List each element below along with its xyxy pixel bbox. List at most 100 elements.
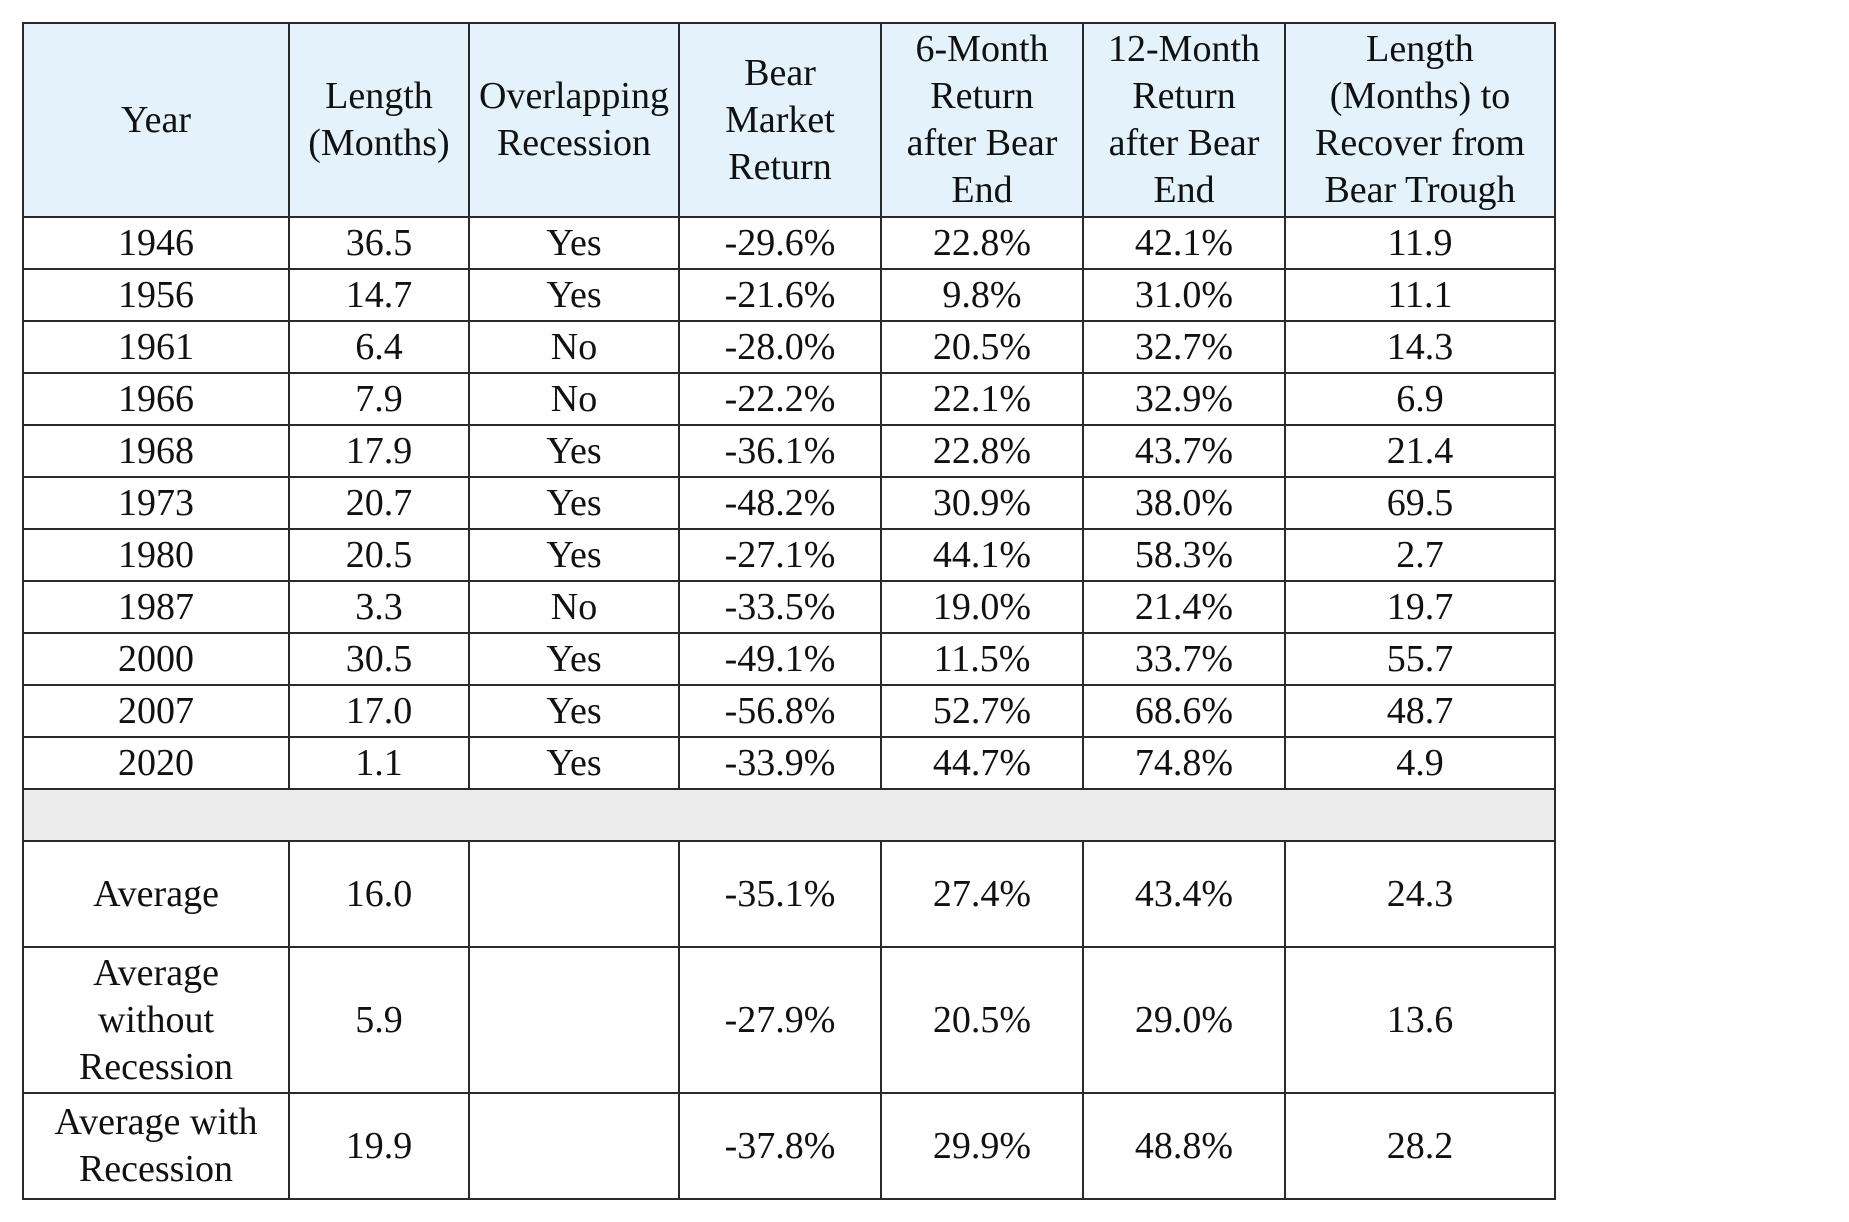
- table-row: 2000 30.5 Yes -49.1% 11.5% 33.7% 55.7: [22, 632, 1556, 686]
- header-bear-market-return: Bear Market Return: [678, 22, 882, 218]
- cell-12-month-return: 38.0%: [1082, 476, 1286, 530]
- table-row: 1968 17.9 Yes -36.1% 22.8% 43.7% 21.4: [22, 424, 1556, 478]
- summary-cell-overlapping-recession: [468, 840, 680, 948]
- summary-rows: Average 16.0 -35.1% 27.4% 43.4% 24.3 Average w…: [22, 840, 1556, 1200]
- cell-recovery-length: 19.7: [1284, 580, 1556, 634]
- summary-cell-year: Average: [22, 840, 290, 948]
- cell-bear-market-return: -27.1%: [678, 528, 882, 582]
- summary-cell-length: 5.9: [288, 946, 470, 1094]
- summary-row-average-without-recession: Average without Recession 5.9 -27.9% 20.5% 2…: [22, 946, 1556, 1094]
- cell-recovery-length: 55.7: [1284, 632, 1556, 686]
- cell-12-month-return: 32.7%: [1082, 320, 1286, 374]
- cell-12-month-return: 68.6%: [1082, 684, 1286, 738]
- cell-overlapping-recession: No: [468, 372, 680, 426]
- cell-overlapping-recession: Yes: [468, 216, 680, 270]
- cell-6-month-return: 11.5%: [880, 632, 1084, 686]
- cell-6-month-return: 30.9%: [880, 476, 1084, 530]
- cell-6-month-return: 19.0%: [880, 580, 1084, 634]
- cell-bear-market-return: -56.8%: [678, 684, 882, 738]
- header-6-month-return: 6-Month Return after Bear End: [880, 22, 1084, 218]
- cell-year: 1973: [22, 476, 290, 530]
- cell-12-month-return: 31.0%: [1082, 268, 1286, 322]
- cell-year: 2020: [22, 736, 290, 790]
- cell-6-month-return: 44.7%: [880, 736, 1084, 790]
- cell-recovery-length: 2.7: [1284, 528, 1556, 582]
- cell-6-month-return: 44.1%: [880, 528, 1084, 582]
- bear-market-table: Year Length (Months) Overlapping Recessi…: [22, 22, 1556, 1200]
- cell-recovery-length: 14.3: [1284, 320, 1556, 374]
- cell-bear-market-return: -28.0%: [678, 320, 882, 374]
- header-12-month-return: 12-Month Return after Bear End: [1082, 22, 1286, 218]
- cell-12-month-return: 43.7%: [1082, 424, 1286, 478]
- header-recovery-length: Length (Months) to Recover from Bear Tro…: [1284, 22, 1556, 218]
- cell-year: 2007: [22, 684, 290, 738]
- cell-12-month-return: 21.4%: [1082, 580, 1286, 634]
- summary-cell-12-month-return: 48.8%: [1082, 1092, 1286, 1200]
- cell-recovery-length: 21.4: [1284, 424, 1556, 478]
- summary-row-average-with-recession: Average with Recession 19.9 -37.8% 29.9% 48.…: [22, 1092, 1556, 1200]
- cell-recovery-length: 48.7: [1284, 684, 1556, 738]
- table-row: 1973 20.7 Yes -48.2% 30.9% 38.0% 69.5: [22, 476, 1556, 530]
- cell-overlapping-recession: No: [468, 580, 680, 634]
- table-row: 1980 20.5 Yes -27.1% 44.1% 58.3% 2.7: [22, 528, 1556, 582]
- cell-bear-market-return: -21.6%: [678, 268, 882, 322]
- cell-overlapping-recession: Yes: [468, 632, 680, 686]
- cell-bear-market-return: -49.1%: [678, 632, 882, 686]
- cell-12-month-return: 74.8%: [1082, 736, 1286, 790]
- cell-length: 20.7: [288, 476, 470, 530]
- table-row: 1987 3.3 No -33.5% 19.0% 21.4% 19.7: [22, 580, 1556, 634]
- cell-overlapping-recession: Yes: [468, 736, 680, 790]
- cell-recovery-length: 11.1: [1284, 268, 1556, 322]
- cell-bear-market-return: -29.6%: [678, 216, 882, 270]
- cell-12-month-return: 33.7%: [1082, 632, 1286, 686]
- cell-length: 17.0: [288, 684, 470, 738]
- cell-overlapping-recession: Yes: [468, 476, 680, 530]
- cell-6-month-return: 22.1%: [880, 372, 1084, 426]
- summary-cell-length: 19.9: [288, 1092, 470, 1200]
- table-row: 1956 14.7 Yes -21.6% 9.8% 31.0% 11.1: [22, 268, 1556, 322]
- cell-bear-market-return: -22.2%: [678, 372, 882, 426]
- table-row: 1961 6.4 No -28.0% 20.5% 32.7% 14.3: [22, 320, 1556, 374]
- header-length: Length (Months): [288, 22, 470, 218]
- cell-6-month-return: 22.8%: [880, 216, 1084, 270]
- cell-year: 1966: [22, 372, 290, 426]
- header-year: Year: [22, 22, 290, 218]
- cell-recovery-length: 11.9: [1284, 216, 1556, 270]
- cell-year: 2000: [22, 632, 290, 686]
- summary-cell-bear-market-return: -27.9%: [678, 946, 882, 1094]
- table-row: 1946 36.5 Yes -29.6% 22.8% 42.1% 11.9: [22, 216, 1556, 270]
- table-row: 1966 7.9 No -22.2% 22.1% 32.9% 6.9: [22, 372, 1556, 426]
- cell-year: 1956: [22, 268, 290, 322]
- table-row: 2007 17.0 Yes -56.8% 52.7% 68.6% 48.7: [22, 684, 1556, 738]
- summary-cell-6-month-return: 27.4%: [880, 840, 1084, 948]
- cell-length: 17.9: [288, 424, 470, 478]
- cell-overlapping-recession: Yes: [468, 268, 680, 322]
- summary-cell-year: Average with Recession: [22, 1092, 290, 1200]
- cell-overlapping-recession: Yes: [468, 424, 680, 478]
- summary-cell-12-month-return: 29.0%: [1082, 946, 1286, 1094]
- cell-6-month-return: 52.7%: [880, 684, 1084, 738]
- cell-length: 1.1: [288, 736, 470, 790]
- cell-overlapping-recession: Yes: [468, 684, 680, 738]
- summary-cell-recovery-length: 28.2: [1284, 1092, 1556, 1200]
- summary-cell-recovery-length: 24.3: [1284, 840, 1556, 948]
- header-row: Year Length (Months) Overlapping Recessi…: [22, 22, 1556, 218]
- cell-length: 6.4: [288, 320, 470, 374]
- cell-12-month-return: 32.9%: [1082, 372, 1286, 426]
- cell-year: 1968: [22, 424, 290, 478]
- spacer-row: [22, 788, 1556, 842]
- cell-bear-market-return: -36.1%: [678, 424, 882, 478]
- cell-bear-market-return: -48.2%: [678, 476, 882, 530]
- summary-cell-bear-market-return: -37.8%: [678, 1092, 882, 1200]
- table-row: 2020 1.1 Yes -33.9% 44.7% 74.8% 4.9: [22, 736, 1556, 790]
- cell-12-month-return: 58.3%: [1082, 528, 1286, 582]
- cell-bear-market-return: -33.9%: [678, 736, 882, 790]
- cell-year: 1961: [22, 320, 290, 374]
- cell-6-month-return: 22.8%: [880, 424, 1084, 478]
- cell-recovery-length: 69.5: [1284, 476, 1556, 530]
- cell-year: 1946: [22, 216, 290, 270]
- cell-12-month-return: 42.1%: [1082, 216, 1286, 270]
- cell-recovery-length: 4.9: [1284, 736, 1556, 790]
- cell-overlapping-recession: Yes: [468, 528, 680, 582]
- summary-cell-bear-market-return: -35.1%: [678, 840, 882, 948]
